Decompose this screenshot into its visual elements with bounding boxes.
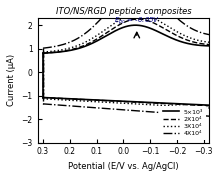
Legend: 5×10³, 2X10⁴, 3X10⁴, 4X10⁴: 5×10³, 2X10⁴, 3X10⁴, 4X10⁴ [160,106,206,140]
Y-axis label: Current (μA): Current (μA) [7,54,16,106]
Text: E$_{pc}$ = -0.05V: E$_{pc}$ = -0.05V [114,16,160,27]
Title: ITO/NS/RGD peptide composites: ITO/NS/RGD peptide composites [56,7,191,16]
X-axis label: Potential (E/V vs. Ag/AgCl): Potential (E/V vs. Ag/AgCl) [68,162,179,171]
